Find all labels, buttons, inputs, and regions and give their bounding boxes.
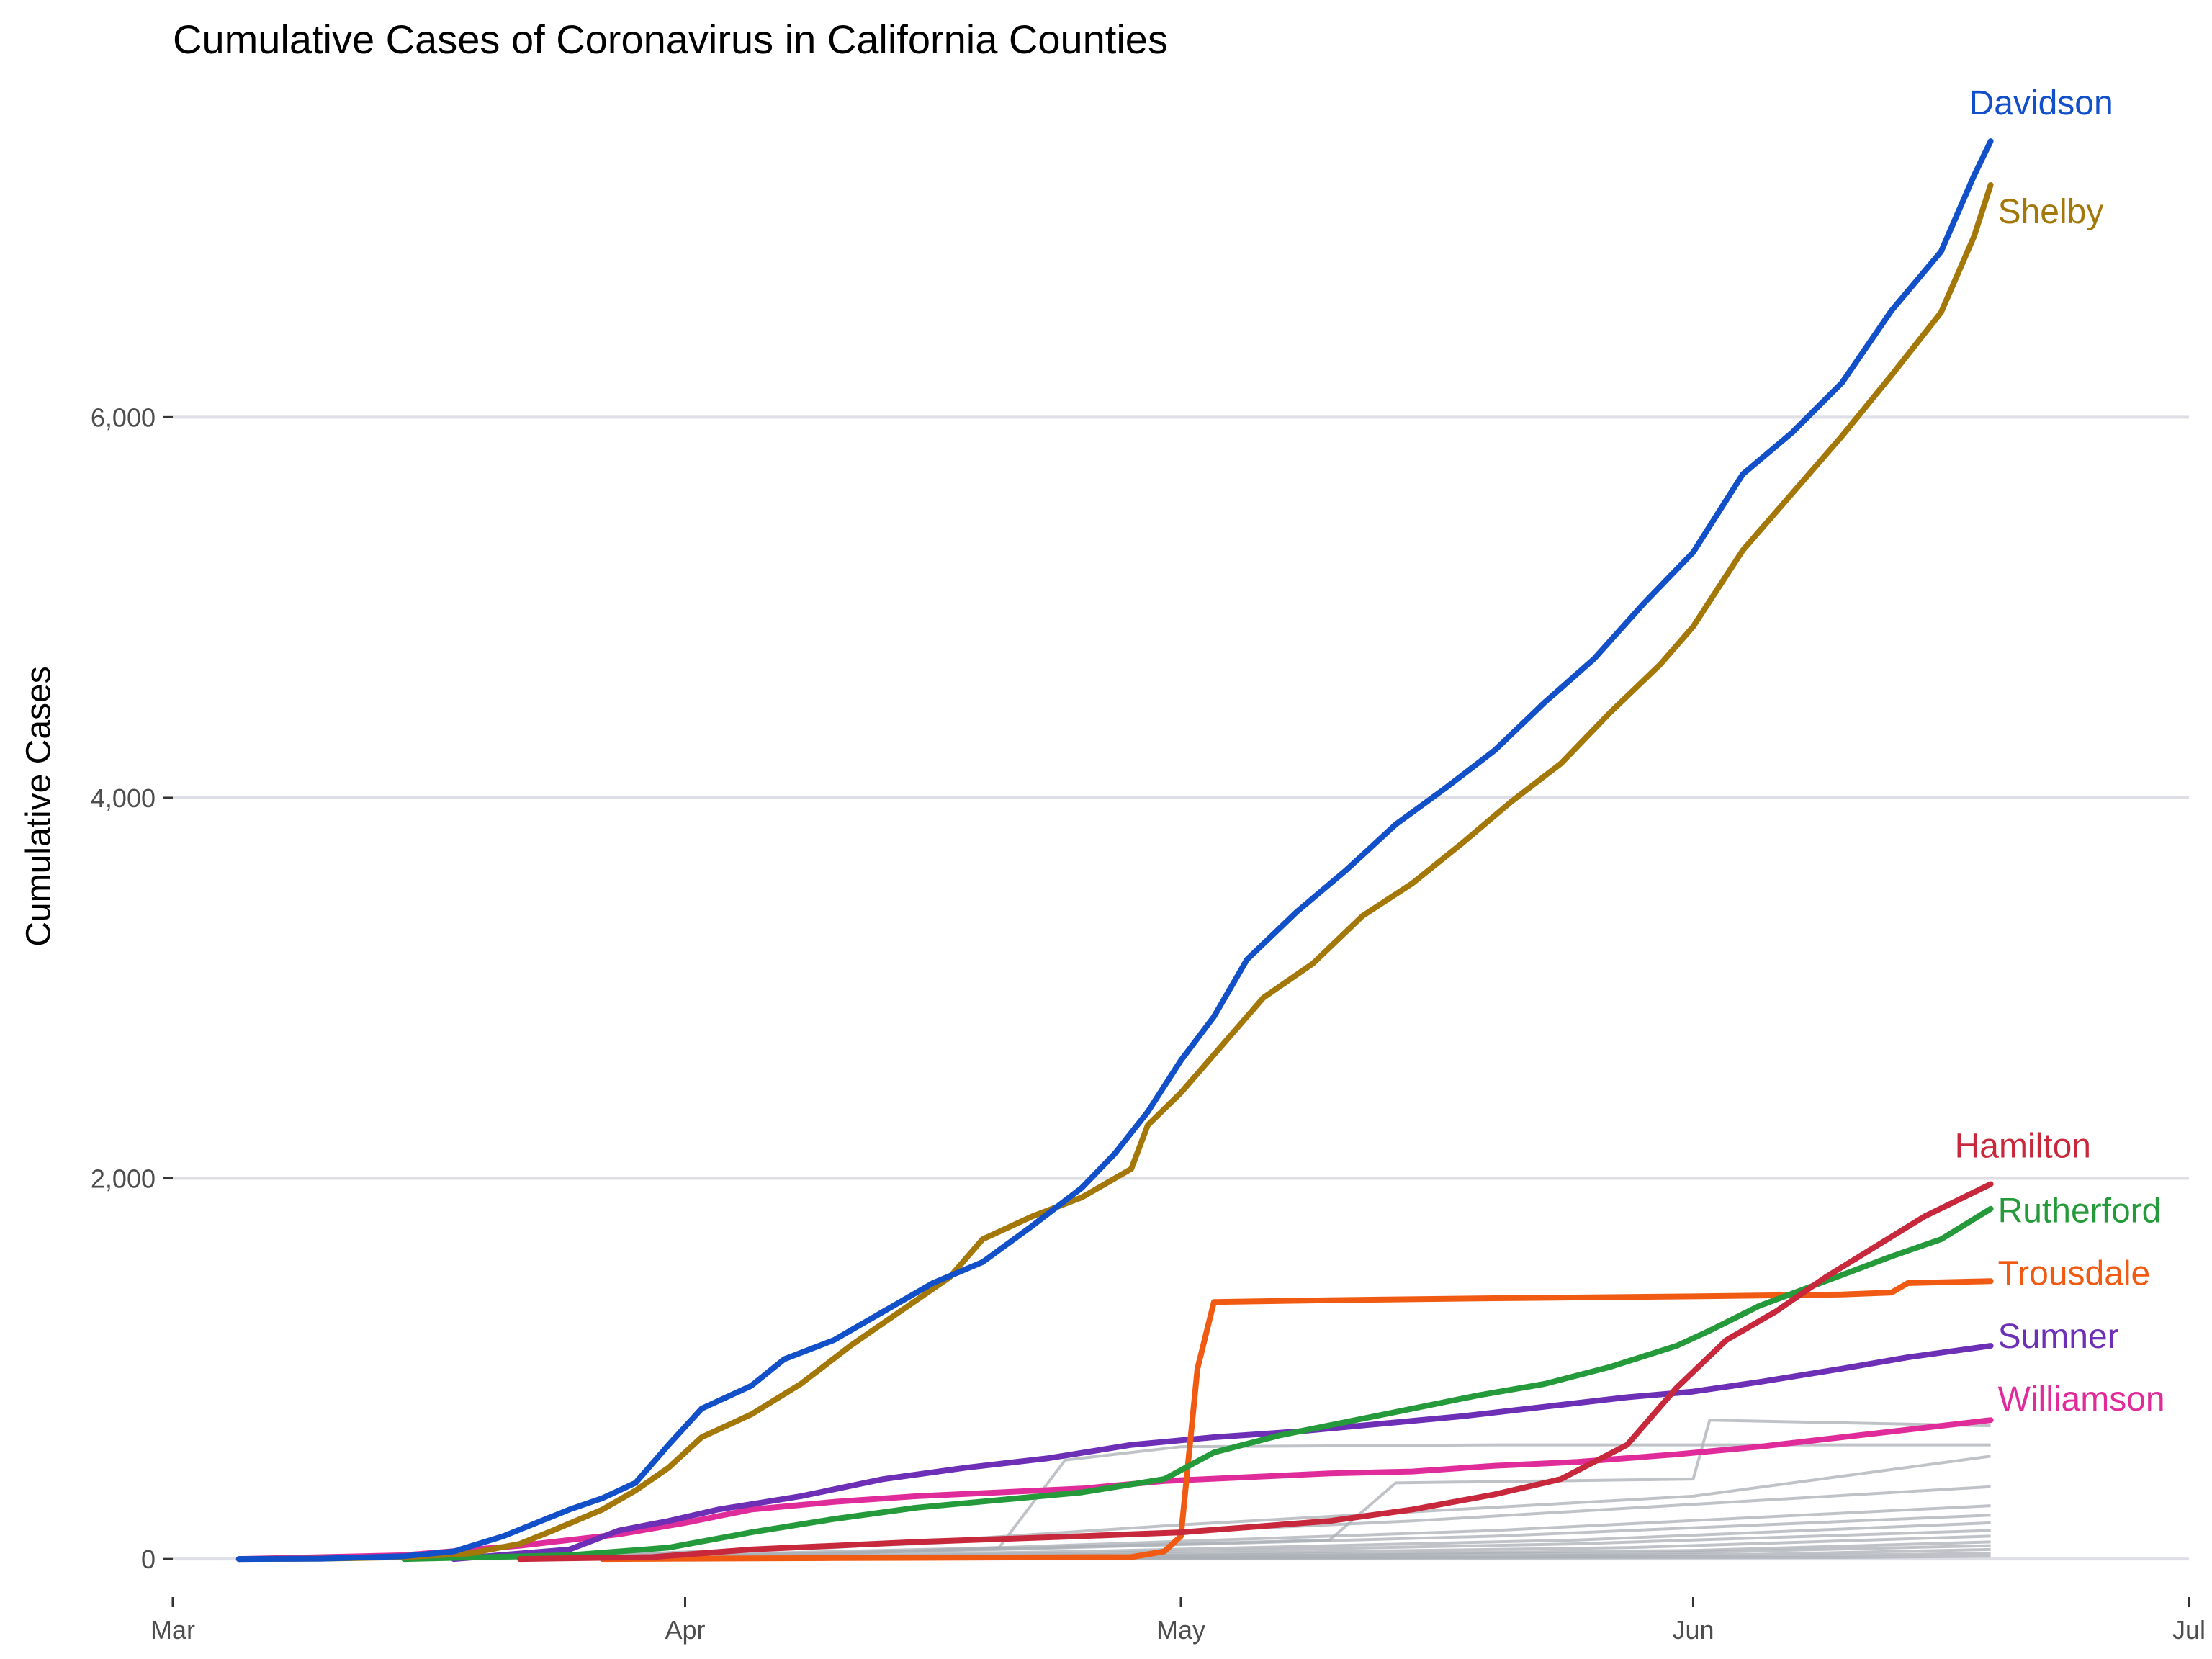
chart-title: Cumulative Cases of Coronavirus in Calif… [173, 17, 1168, 62]
series-label-shelby: Shelby [1998, 193, 2104, 231]
series-line-hamilton [517, 1181, 1994, 1563]
series-label-sumner: Sumner [1998, 1318, 2119, 1356]
y-tick-label: 6,000 [91, 403, 156, 432]
x-tick-label: Mar [150, 1615, 195, 1645]
background-series-line [519, 1514, 1991, 1561]
series-line-davidson [235, 138, 1994, 1563]
x-tick-label: Jun [1672, 1615, 1714, 1645]
series-line-rutherford [401, 1205, 1994, 1563]
series-label-williamson: Williamson [1998, 1380, 2165, 1419]
x-tick-label: Apr [665, 1615, 705, 1645]
x-tick-label: Jul [2172, 1615, 2206, 1645]
y-tick-label: 0 [141, 1545, 156, 1574]
x-tick-label: May [1156, 1615, 1205, 1645]
y-tick-label: 2,000 [91, 1164, 156, 1194]
series-label-davidson: Davidson [1969, 84, 2113, 122]
series-label-hamilton: Hamilton [1955, 1128, 2091, 1166]
y-tick-label: 4,000 [91, 783, 156, 813]
series-label-trousdale: Trousdale [1998, 1255, 2151, 1293]
series-line-sumner [451, 1343, 1994, 1563]
series-line-trousdale [599, 1278, 1994, 1563]
series-line-shelby [235, 181, 1994, 1563]
series-label-rutherford: Rutherford [1998, 1192, 2162, 1230]
